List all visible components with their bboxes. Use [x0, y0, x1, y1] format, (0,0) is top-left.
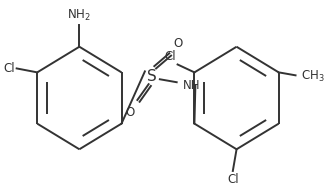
Text: Cl: Cl	[227, 173, 239, 186]
Text: S: S	[148, 69, 157, 84]
Text: CH$_3$: CH$_3$	[301, 69, 325, 84]
Text: NH$_2$: NH$_2$	[68, 8, 91, 23]
Text: Cl: Cl	[164, 51, 176, 64]
Text: O: O	[174, 37, 183, 50]
Text: NH: NH	[183, 79, 201, 92]
Text: Cl: Cl	[3, 62, 15, 75]
Text: O: O	[125, 106, 134, 119]
